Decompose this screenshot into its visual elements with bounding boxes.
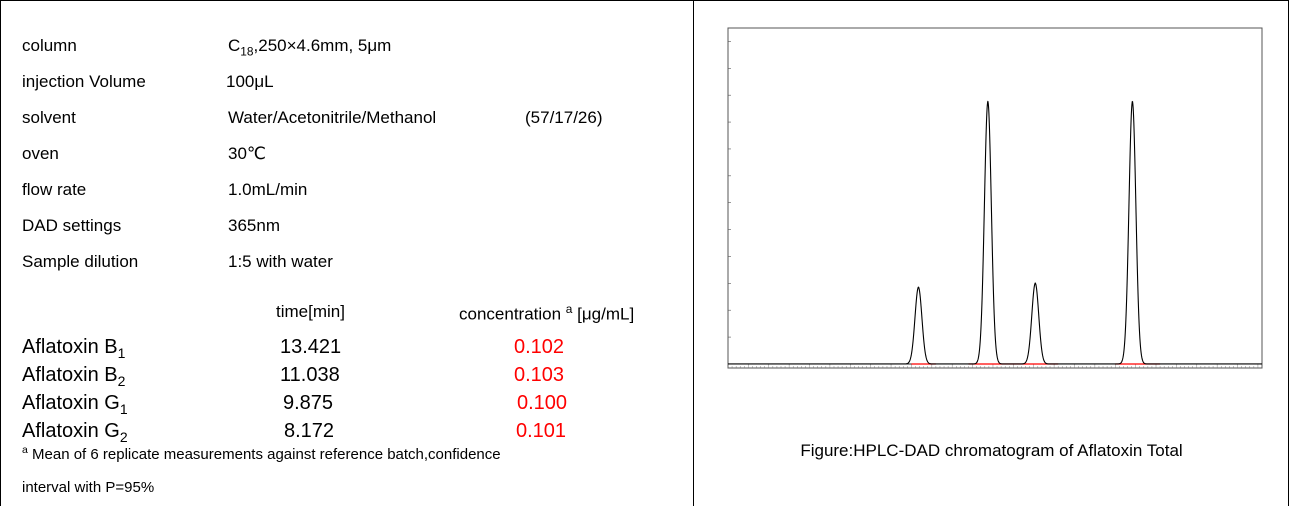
footnote-line-1: a Mean of 6 replicate measurements again… [22,444,501,463]
figure-caption: Figure:HPLC-DAD chromatogram of Aflatoxi… [800,441,1183,460]
peak-apex [917,286,920,289]
concentration-value: 0.101 [516,420,567,442]
chromatogram-trace [728,100,1262,365]
retention-time: 13.421 [280,336,342,358]
param-label: column [22,36,77,55]
method-table: column C18,250×4.6mm, 5μm injection Volume… [22,0,687,506]
param-value: 1:5 with water [228,252,333,271]
concentration-value: 0.103 [514,364,565,386]
param-value: 100μL [226,72,274,91]
retention-time: 8.172 [284,420,335,442]
param-value: 365nm [228,216,280,235]
param-label: DAD settings [22,216,122,235]
peak-apex [1131,101,1134,103]
param-label: solvent [22,108,76,127]
param-value: C18,250×4.6mm, 5μm [228,36,392,59]
concentration-value: 0.102 [514,336,565,358]
retention-time: 9.875 [283,392,334,414]
peak-apex [987,101,989,103]
chromatogram-chart [727,27,1263,369]
param-label: flow rate [22,180,87,199]
concentration-value: 0.100 [517,392,568,414]
time-column-header: time[min] [276,302,345,321]
footnote-line-2: interval with P=95% [22,479,155,496]
analyte-name: Aflatoxin G2 [22,420,128,445]
param-label: oven [22,144,59,163]
chromatogram-panel: Figure:HPLC-DAD chromatogram of Aflatoxi… [694,0,1289,506]
peak-apex [1034,282,1037,285]
retention-time: 11.038 [280,364,340,386]
param-value: 30℃ [228,144,267,163]
analyte-name: Aflatoxin B2 [22,364,126,389]
column-divider [693,0,694,506]
analyte-name: Aflatoxin B1 [22,336,126,361]
param-extra: (57/17/26) [525,108,603,127]
plot-frame [727,27,1263,369]
param-label: injection Volume [22,72,146,91]
analyte-name: Aflatoxin G1 [22,392,128,417]
param-value: Water/Acetonitrile/Methanol [228,108,437,127]
concentration-column-header: concentration a [μg/mL] [459,302,635,324]
param-label: Sample dilution [22,252,139,271]
param-value: 1.0mL/min [228,180,308,199]
